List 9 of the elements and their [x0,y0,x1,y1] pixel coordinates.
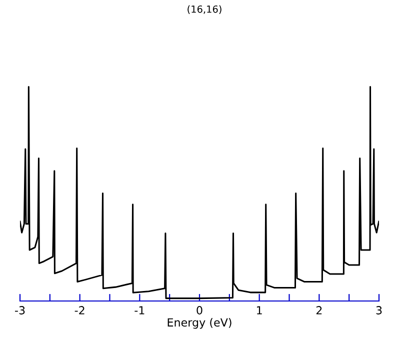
x-tick-label: -2 [74,306,84,314]
x-axis-title: Energy (eV) [168,318,232,329]
x-tick-label: 1 [257,306,262,314]
x-tick-label: -1 [134,306,144,314]
chart-title: (16,16) [188,5,222,14]
x-tick-label: 0 [196,306,202,314]
x-tick-label: 2 [316,306,322,314]
x-tick-label: 3 [376,306,382,314]
x-tick-label: -3 [15,306,25,314]
